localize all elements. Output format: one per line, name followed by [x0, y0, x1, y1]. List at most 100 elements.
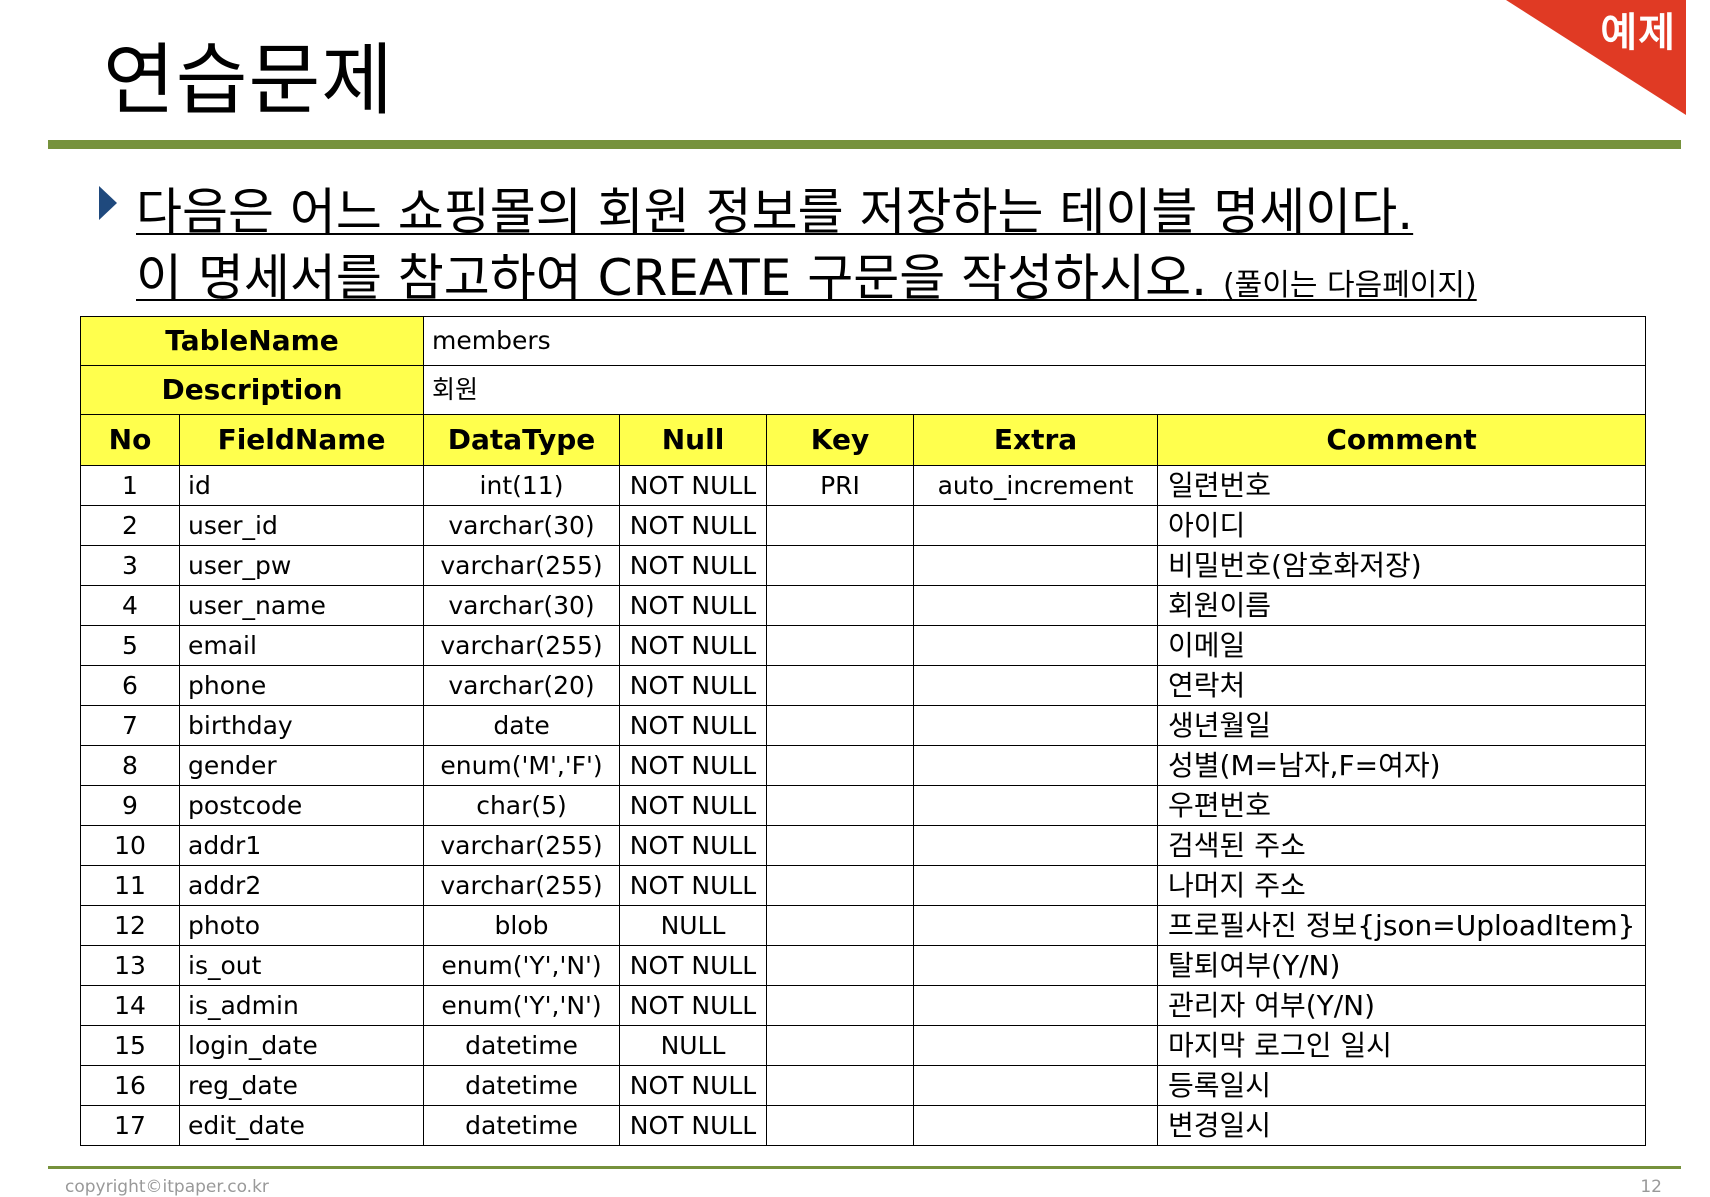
cell-fieldname: gender: [178, 745, 425, 786]
cell-datatype: varchar(30): [423, 585, 621, 626]
title-divider: [48, 140, 1681, 149]
triangle-bullet-icon: [99, 186, 117, 220]
cell-datatype: datetime: [423, 1025, 621, 1066]
cell-comment: 비밀번호(암호화저장): [1157, 545, 1647, 586]
cell-no: 1: [80, 465, 180, 506]
cell-fieldname: edit_date: [178, 1105, 425, 1146]
cell-key: [766, 1105, 915, 1146]
instruction-note: (풀이는 다음페이지): [1222, 268, 1477, 303]
cell-extra: [913, 1025, 1159, 1066]
cell-key: [766, 865, 915, 906]
cell-extra: [913, 545, 1159, 586]
cell-key: [766, 1065, 915, 1106]
cell-comment: 연락처: [1157, 665, 1647, 706]
cell-extra: [913, 665, 1159, 706]
table-row: 5 email varchar(255) NOT NULL 이메일: [80, 625, 1647, 666]
cell-extra: [913, 745, 1159, 786]
cell-fieldname: addr1: [178, 825, 425, 866]
cell-datatype: date: [423, 705, 621, 746]
cell-no: 7: [80, 705, 180, 746]
footer-copyright: copyright©itpaper.co.kr: [65, 1177, 269, 1197]
header-comment: Comment: [1157, 414, 1647, 466]
cell-key: PRI: [766, 465, 915, 506]
header-extra: Extra: [913, 414, 1159, 466]
table-row: 7 birthday date NOT NULL 생년월일: [80, 705, 1647, 746]
description-value: 회원: [423, 365, 1647, 415]
cell-extra: [913, 905, 1159, 946]
cell-datatype: enum('Y','N'): [423, 945, 621, 986]
badge-label: 예제: [1600, 10, 1676, 56]
cell-comment: 마지막 로그인 일시: [1157, 1025, 1647, 1066]
cell-fieldname: user_name: [178, 585, 425, 626]
tablename-value: members: [423, 316, 1647, 366]
cell-null: NULL: [619, 1025, 768, 1066]
cell-comment: 생년월일: [1157, 705, 1647, 746]
cell-fieldname: photo: [178, 905, 425, 946]
cell-no: 12: [80, 905, 180, 946]
cell-datatype: enum('M','F'): [423, 745, 621, 786]
cell-null: NOT NULL: [619, 985, 768, 1026]
cell-null: NOT NULL: [619, 1065, 768, 1106]
slide-title: 연습문제: [103, 36, 395, 126]
cell-no: 2: [80, 505, 180, 546]
cell-null: NOT NULL: [619, 705, 768, 746]
cell-datatype: blob: [423, 905, 621, 946]
cell-null: NOT NULL: [619, 665, 768, 706]
cell-no: 8: [80, 745, 180, 786]
description-label: Description: [79, 365, 425, 415]
cell-null: NOT NULL: [619, 585, 768, 626]
cell-null: NOT NULL: [619, 1105, 768, 1146]
cell-key: [766, 705, 915, 746]
cell-null: NOT NULL: [619, 785, 768, 826]
cell-datatype: enum('Y','N'): [423, 985, 621, 1026]
cell-key: [766, 745, 915, 786]
cell-datatype: varchar(255): [423, 545, 621, 586]
header-key: Key: [766, 414, 915, 466]
cell-comment: 아이디: [1157, 505, 1647, 546]
cell-comment: 관리자 여부(Y/N): [1157, 985, 1647, 1026]
header-fieldname: FieldName: [178, 414, 425, 466]
cell-extra: [913, 1105, 1159, 1146]
cell-datatype: varchar(255): [423, 625, 621, 666]
cell-comment: 이메일: [1157, 625, 1647, 666]
column-header-row: No FieldName DataType Null Key Extra Com…: [80, 414, 1647, 466]
table-row: 4 user_name varchar(30) NOT NULL 회원이름: [80, 585, 1647, 626]
cell-key: [766, 625, 915, 666]
cell-comment: 나머지 주소: [1157, 865, 1647, 906]
cell-datatype: varchar(20): [423, 665, 621, 706]
cell-comment: 성별(M=남자,F=여자): [1157, 745, 1647, 786]
table-row: 15 login_date datetime NULL 마지막 로그인 일시: [80, 1025, 1647, 1066]
header-datatype: DataType: [423, 414, 621, 466]
cell-no: 16: [80, 1065, 180, 1106]
cell-fieldname: is_admin: [178, 985, 425, 1026]
table-row: 17 edit_date datetime NOT NULL 변경일시: [80, 1105, 1647, 1146]
cell-comment: 일련번호: [1157, 465, 1647, 506]
cell-fieldname: reg_date: [178, 1065, 425, 1106]
cell-fieldname: id: [178, 465, 425, 506]
table-row: 14 is_admin enum('Y','N') NOT NULL 관리자 여부(Y/…: [80, 985, 1647, 1026]
cell-extra: [913, 865, 1159, 906]
cell-no: 14: [80, 985, 180, 1026]
cell-comment: 탈퇴여부(Y/N): [1157, 945, 1647, 986]
cell-key: [766, 985, 915, 1026]
cell-key: [766, 825, 915, 866]
page-number: 12: [1640, 1177, 1662, 1197]
cell-datatype: varchar(30): [423, 505, 621, 546]
cell-null: NULL: [619, 905, 768, 946]
table-row: 13 is_out enum('Y','N') NOT NULL 탈퇴여부(Y/N): [80, 945, 1647, 986]
cell-comment: 우편번호: [1157, 785, 1647, 826]
cell-null: NOT NULL: [619, 465, 768, 506]
cell-fieldname: postcode: [178, 785, 425, 826]
cell-no: 11: [80, 865, 180, 906]
footer-divider: [48, 1166, 1681, 1169]
cell-datatype: varchar(255): [423, 865, 621, 906]
tablename-row: TableName members: [79, 316, 1647, 366]
cell-extra: [913, 945, 1159, 986]
cell-no: 4: [80, 585, 180, 626]
example-badge: 예제: [1506, 0, 1686, 115]
cell-datatype: datetime: [423, 1065, 621, 1106]
cell-comment: 회원이름: [1157, 585, 1647, 626]
cell-key: [766, 665, 915, 706]
cell-datatype: varchar(255): [423, 825, 621, 866]
cell-key: [766, 785, 915, 826]
